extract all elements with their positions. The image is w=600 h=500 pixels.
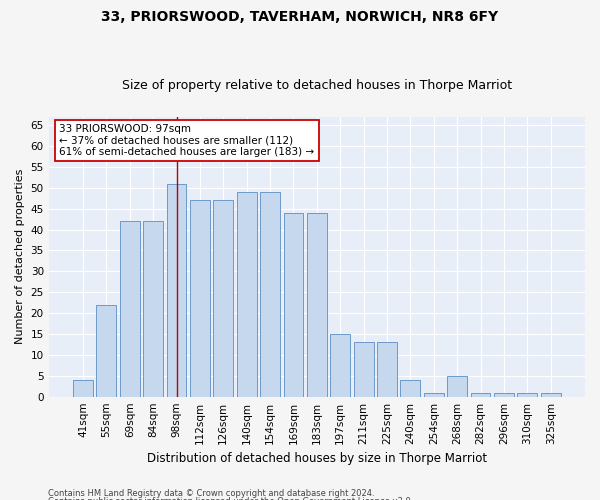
Bar	[494, 392, 514, 396]
Bar	[377, 342, 397, 396]
Bar	[260, 192, 280, 396]
Bar	[447, 376, 467, 396]
Bar	[190, 200, 210, 396]
Bar	[143, 221, 163, 396]
Bar	[330, 334, 350, 396]
X-axis label: Distribution of detached houses by size in Thorpe Marriot: Distribution of detached houses by size …	[147, 452, 487, 465]
Text: 33, PRIORSWOOD, TAVERHAM, NORWICH, NR8 6FY: 33, PRIORSWOOD, TAVERHAM, NORWICH, NR8 6…	[101, 10, 499, 24]
Text: 33 PRIORSWOOD: 97sqm
← 37% of detached houses are smaller (112)
61% of semi-deta: 33 PRIORSWOOD: 97sqm ← 37% of detached h…	[59, 124, 314, 157]
Title: Size of property relative to detached houses in Thorpe Marriot: Size of property relative to detached ho…	[122, 79, 512, 92]
Bar	[541, 392, 560, 396]
Text: Contains HM Land Registry data © Crown copyright and database right 2024.: Contains HM Land Registry data © Crown c…	[48, 488, 374, 498]
Text: Contains public sector information licensed under the Open Government Licence v3: Contains public sector information licen…	[48, 497, 413, 500]
Bar	[237, 192, 257, 396]
Bar	[73, 380, 93, 396]
Y-axis label: Number of detached properties: Number of detached properties	[15, 169, 25, 344]
Bar	[284, 213, 304, 396]
Bar	[307, 213, 327, 396]
Bar	[470, 392, 490, 396]
Bar	[400, 380, 421, 396]
Bar	[517, 392, 537, 396]
Bar	[120, 221, 140, 396]
Bar	[214, 200, 233, 396]
Bar	[353, 342, 374, 396]
Bar	[167, 184, 187, 396]
Bar	[97, 305, 116, 396]
Bar	[424, 392, 443, 396]
